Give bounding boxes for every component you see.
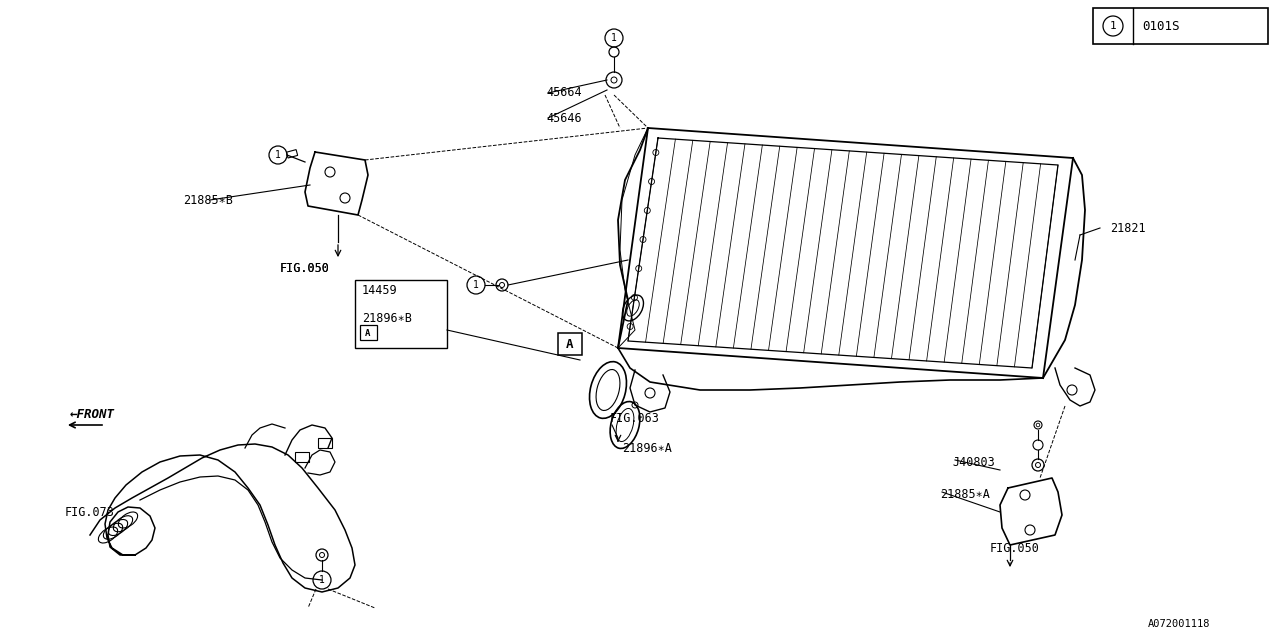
Text: A: A (365, 330, 371, 339)
Text: 1: 1 (611, 33, 617, 43)
Bar (1093, 8, 1268, 44)
Text: 45646: 45646 (547, 111, 581, 125)
Text: 0101S: 0101S (1142, 19, 1179, 33)
Text: FIG.050: FIG.050 (989, 541, 1039, 554)
Text: 1: 1 (474, 280, 479, 290)
Text: 14459: 14459 (362, 284, 398, 296)
Text: 45664: 45664 (547, 86, 581, 99)
Bar (558, 333, 582, 355)
Text: 1: 1 (319, 575, 325, 585)
Bar (287, 150, 298, 158)
Text: 21896∗B: 21896∗B (362, 312, 412, 324)
Text: 21885∗A: 21885∗A (940, 488, 989, 500)
Text: 1: 1 (1110, 21, 1116, 31)
Text: A: A (566, 339, 573, 351)
Text: FIG.063: FIG.063 (611, 412, 660, 424)
Text: ←FRONT: ←FRONT (70, 408, 115, 422)
Bar (294, 452, 308, 462)
Text: 21896∗A: 21896∗A (622, 442, 672, 454)
Text: FIG.050: FIG.050 (280, 262, 330, 275)
Bar (360, 325, 378, 340)
Bar (355, 280, 447, 348)
Text: J40803: J40803 (952, 456, 995, 468)
Text: A072001118: A072001118 (1148, 619, 1211, 629)
Text: FIG.073: FIG.073 (65, 506, 115, 518)
Text: FIG.050: FIG.050 (280, 262, 330, 275)
Text: 1: 1 (275, 150, 280, 160)
Bar (317, 438, 332, 448)
Text: 21885∗B: 21885∗B (183, 193, 233, 207)
Text: 21821: 21821 (1110, 221, 1146, 234)
